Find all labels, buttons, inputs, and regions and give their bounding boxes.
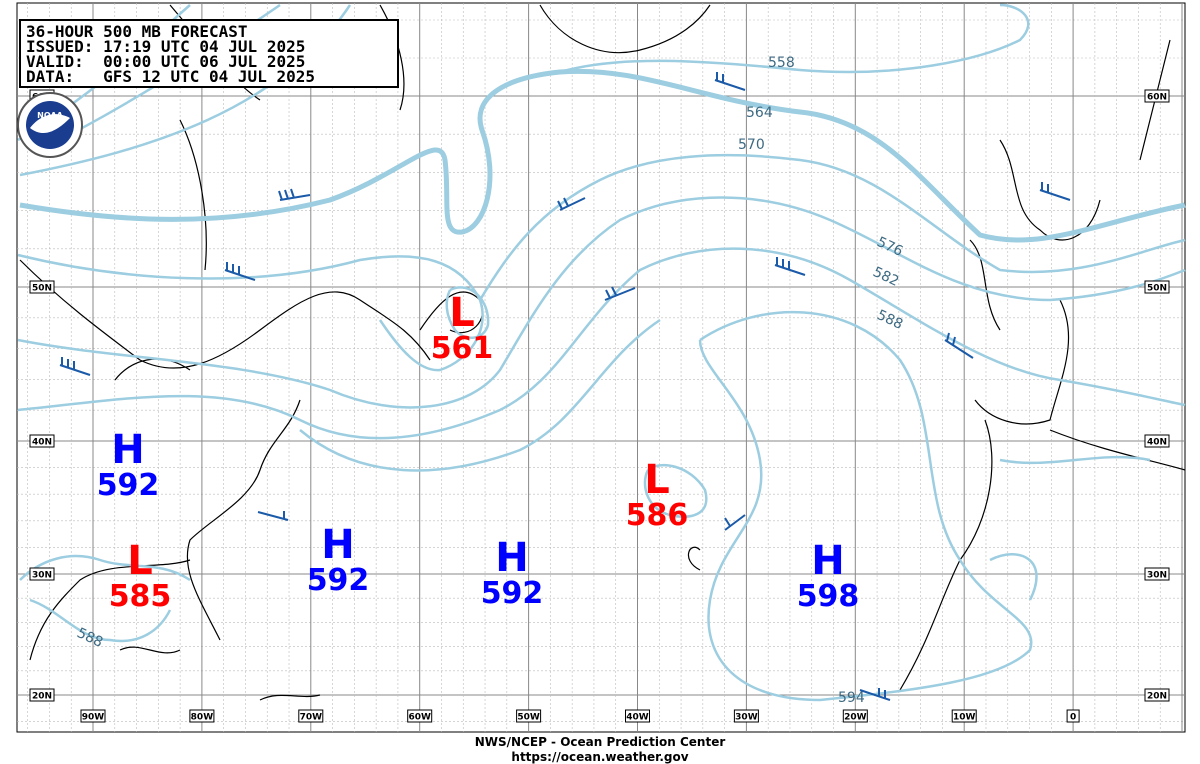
grid-label: 30N: [32, 571, 52, 581]
grid-label: 0: [1070, 713, 1076, 723]
label-box: [29, 567, 55, 581]
contour-label: 564: [746, 105, 773, 121]
label-box: [1144, 434, 1170, 448]
contour: [17, 247, 1186, 440]
center-value: 585: [109, 579, 172, 614]
center-value: 592: [307, 563, 370, 598]
contour: [559, 3, 1030, 74]
label-box: [1066, 709, 1080, 723]
contour: [299, 310, 1033, 702]
label-box: [29, 280, 55, 294]
contour-label: 570: [738, 137, 765, 153]
label-box: [1144, 688, 1170, 702]
label-box: [842, 709, 868, 723]
header-box: [19, 19, 399, 88]
label-box: [189, 709, 215, 723]
header-line: DATA: GFS 12 UTC 04 JUL 2025: [26, 67, 315, 86]
wind-barb: [774, 257, 806, 276]
grid-label: 40N: [1147, 438, 1167, 448]
grid-label: 60N: [1147, 93, 1167, 103]
wind-barb: [604, 286, 636, 301]
wind-barb: [557, 197, 586, 211]
wind-barb: [257, 511, 289, 521]
label-box: [298, 709, 324, 723]
contour-label: 594: [838, 690, 865, 706]
wind-barb: [278, 188, 311, 201]
footer-line: https://ocean.weather.gov: [511, 750, 688, 764]
grid-label: 90W: [82, 713, 105, 723]
wind-barb: [944, 332, 974, 359]
wind-barb: [714, 72, 746, 91]
contour: [643, 463, 708, 518]
contour: [989, 455, 1151, 601]
center-type: L: [127, 538, 153, 584]
center-value: 561: [431, 331, 494, 366]
coastline: [19, 259, 484, 661]
center-type: L: [644, 457, 670, 503]
wind-barb: [224, 262, 256, 281]
label-box: [1144, 280, 1170, 294]
label-box: [1144, 89, 1170, 103]
contour: [445, 286, 490, 339]
grid-label: 50N: [1147, 284, 1167, 294]
wind-barb: [59, 357, 91, 376]
grid-label: 40N: [32, 438, 52, 448]
grid-label: 30W: [735, 713, 758, 723]
center-type: H: [811, 538, 844, 584]
noaa-logo: NOAA: [17, 92, 83, 158]
grid-label: 30N: [1147, 571, 1167, 581]
contour-labels: 558 564 570 576 582 588 594 588: [74, 55, 905, 706]
wind-barb: [859, 688, 891, 701]
grid-label: 20W: [844, 713, 867, 723]
logo-gull: [30, 114, 70, 134]
label-box: [80, 709, 106, 723]
label-box: [29, 434, 55, 448]
label-box: [29, 688, 55, 702]
center-value: 598: [797, 579, 860, 614]
label-box: [625, 709, 650, 723]
label-box: [407, 709, 433, 723]
wind-barb: [724, 514, 746, 531]
footer-line: NWS/NCEP - Ocean Prediction Center: [475, 735, 726, 749]
label-box: [516, 709, 542, 723]
center-value: 592: [97, 468, 160, 503]
center-type: H: [321, 522, 354, 568]
center-type: H: [495, 535, 528, 581]
label-box: [951, 709, 977, 723]
grid-label: 80W: [191, 713, 214, 723]
contour: [17, 196, 1186, 409]
logo-text: NOAA: [37, 111, 63, 120]
grid-label: 10W: [953, 713, 976, 723]
header-line: VALID: 00:00 UTC 06 JUL 2025: [26, 52, 305, 71]
center-type: H: [111, 427, 144, 473]
header-line: ISSUED: 17:19 UTC 04 JUL 2025: [26, 37, 305, 56]
center-value: 586: [626, 498, 689, 533]
map-frame: [16, 2, 1186, 733]
grid-label: 20N: [32, 692, 52, 702]
contour: [19, 554, 191, 643]
grid-label: 50N: [32, 284, 52, 294]
coastline: [119, 546, 701, 701]
grid-label: 50W: [517, 713, 540, 723]
grid-label: 60W: [408, 713, 431, 723]
wind-barbs: [59, 72, 1071, 701]
wind-barb: [1039, 182, 1071, 201]
label-box: [733, 709, 759, 723]
grid-label: 40W: [626, 713, 649, 723]
label-box: [1144, 567, 1170, 581]
center-value: 592: [481, 576, 544, 611]
center-type: L: [449, 290, 475, 336]
header-line: 36-HOUR 500 MB FORECAST: [26, 22, 248, 41]
contour-label: 558: [768, 55, 795, 71]
grid-label: 70W: [300, 713, 323, 723]
grid-label: 20N: [1147, 692, 1167, 702]
contour: [17, 153, 1186, 372]
contour: [19, 68, 1186, 243]
